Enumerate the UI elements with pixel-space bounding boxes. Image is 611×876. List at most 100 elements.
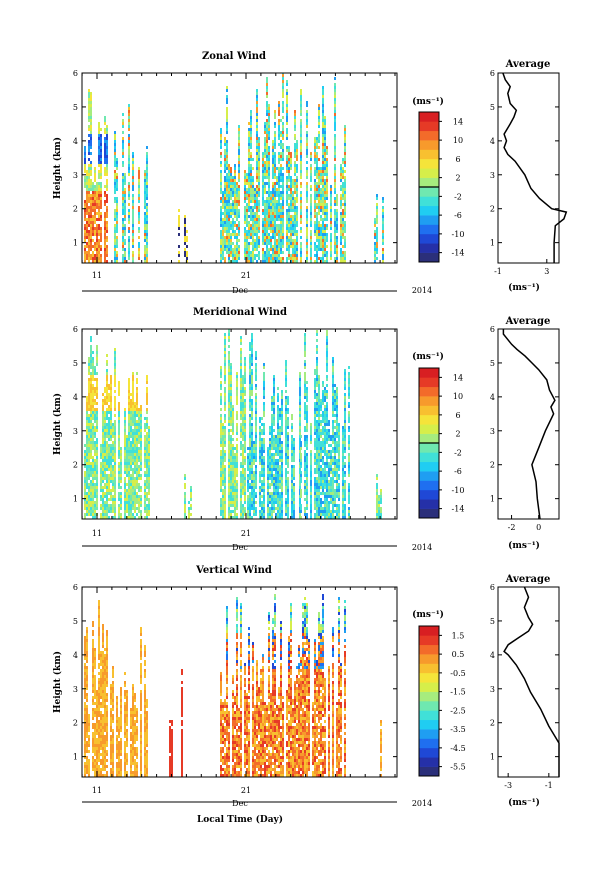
heatmap-cell: [224, 417, 226, 420]
heatmap-cell: [120, 501, 122, 504]
heatmap-cell: [148, 477, 150, 480]
heatmap-cell: [98, 215, 100, 218]
heatmap-cell: [272, 212, 274, 215]
heatmap-cell: [268, 176, 270, 179]
heatmap-cell: [344, 227, 346, 230]
heatmap-cell: [277, 411, 279, 414]
heatmap-cell: [259, 474, 261, 477]
heatmap-cell: [258, 224, 260, 227]
heatmap-cell: [242, 414, 244, 417]
heatmap-cell: [271, 453, 273, 456]
heatmap-cell: [90, 125, 92, 128]
heatmap-cell: [120, 459, 122, 462]
heatmap-cell: [248, 140, 250, 143]
heatmap-cell: [278, 152, 280, 155]
heatmap-cell: [144, 245, 146, 248]
heatmap-cell: [324, 182, 326, 185]
heatmap-cell: [138, 182, 140, 185]
heatmap-cell: [264, 230, 266, 233]
heatmap-cell: [274, 152, 276, 155]
heatmap-cell: [256, 191, 258, 194]
heatmap-cell: [86, 501, 88, 504]
heatmap-cell: [344, 194, 346, 197]
heatmap-cell: [342, 209, 344, 212]
heatmap-cell: [322, 230, 324, 233]
heatmap-cell: [256, 167, 258, 170]
heatmap-cell: [94, 227, 96, 230]
heatmap-cell: [228, 372, 230, 375]
heatmap-cell: [262, 209, 264, 212]
heatmap-cell: [230, 510, 232, 513]
heatmap-cell: [90, 140, 92, 143]
heatmap-cell: [270, 260, 272, 263]
heatmap-cell: [226, 140, 228, 143]
heatmap-cell: [108, 444, 110, 447]
heatmap-cell: [186, 245, 188, 248]
heatmap-cell: [264, 227, 266, 230]
heatmap-cell: [271, 459, 273, 462]
heatmap-cell: [272, 173, 274, 176]
heatmap-cell: [90, 414, 92, 417]
heatmap-cell: [136, 432, 138, 435]
heatmap-cell: [220, 450, 222, 453]
heatmap-cell: [146, 432, 148, 435]
heatmap-cell: [262, 161, 264, 164]
heatmap-cell: [330, 218, 332, 221]
heatmap-cell: [252, 209, 254, 212]
heatmap-cell: [96, 384, 98, 387]
heatmap-cell: [316, 257, 318, 260]
heatmap-cell: [224, 390, 226, 393]
heatmap-cell: [290, 167, 292, 170]
heatmap-cell: [266, 89, 268, 92]
heatmap-cell: [104, 260, 106, 263]
heatmap-cell: [300, 161, 302, 164]
heatmap-cell: [273, 462, 275, 465]
heatmap-cell: [274, 122, 276, 125]
heatmap-cell: [318, 137, 320, 140]
heatmap-cell: [138, 483, 140, 486]
heatmap-cell: [140, 498, 142, 501]
heatmap-cell: [94, 432, 96, 435]
heatmap-cell: [326, 209, 328, 212]
heatmap-cell: [374, 233, 376, 236]
heatmap-cell: [86, 450, 88, 453]
heatmap-cell: [318, 227, 320, 230]
heatmap-cell: [316, 221, 318, 224]
heatmap-cell: [240, 381, 242, 384]
heatmap-cell: [94, 414, 96, 417]
heatmap-cell: [144, 456, 146, 459]
zonal-year: 2014: [412, 286, 432, 295]
heatmap-cell: [146, 260, 148, 263]
heatmap-cell: [246, 224, 248, 227]
heatmap-cell: [251, 378, 253, 381]
heatmap-cell: [249, 381, 251, 384]
heatmap-cell: [102, 516, 104, 519]
heatmap-cell: [104, 510, 106, 513]
heatmap-cell: [288, 209, 290, 212]
heatmap-cell: [376, 257, 378, 260]
heatmap-cell: [318, 206, 320, 209]
heatmap-cell: [296, 233, 298, 236]
heatmap-cell: [120, 480, 122, 483]
heatmap-cell: [244, 209, 246, 212]
heatmap-cell: [234, 164, 236, 167]
heatmap-cell: [240, 507, 242, 510]
heatmap-cell: [128, 447, 130, 450]
heatmap-cell: [294, 191, 296, 194]
heatmap-cell: [236, 489, 238, 492]
heatmap-cell: [128, 426, 130, 429]
heatmap-cell: [88, 441, 90, 444]
heatmap-cell: [228, 423, 230, 426]
heatmap-cell: [261, 423, 263, 426]
heatmap-cell: [324, 215, 326, 218]
heatmap-cell: [128, 399, 130, 402]
heatmap-cell: [290, 224, 292, 227]
heatmap-cell: [269, 426, 271, 429]
heatmap-cell: [342, 173, 344, 176]
heatmap-cell: [222, 435, 224, 438]
heatmap-cell: [296, 212, 298, 215]
heatmap-cell: [322, 137, 324, 140]
heatmap-cell: [277, 423, 279, 426]
heatmap-cell: [236, 372, 238, 375]
heatmap-cell: [96, 372, 98, 375]
